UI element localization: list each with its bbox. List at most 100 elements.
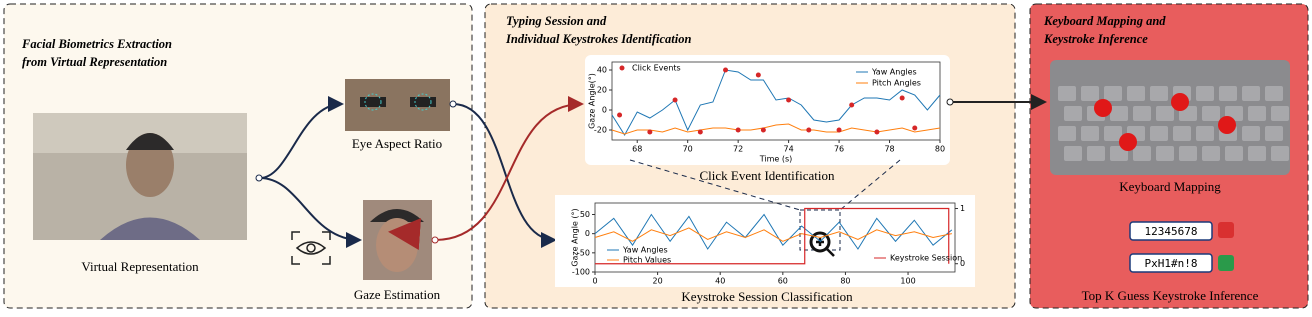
key: [1087, 146, 1105, 161]
key-hit: [1119, 133, 1137, 151]
legend-label: Pitch Angles: [872, 79, 921, 88]
key: [1271, 106, 1289, 121]
caption: Virtual Representation: [81, 259, 199, 274]
key: [1058, 126, 1076, 141]
y-tick-label: 20: [597, 86, 607, 95]
legend-label: Click Events: [632, 64, 681, 73]
node: [255, 174, 263, 182]
series-line: [595, 207, 950, 265]
x-tick-label: 80: [935, 145, 945, 154]
key: [1202, 146, 1220, 161]
key: [1104, 86, 1122, 101]
x-axis-label: Time (s): [759, 155, 793, 164]
arrow: [259, 96, 344, 179]
gaze-crop: [363, 200, 432, 280]
click-event: [874, 129, 880, 135]
click-event: [735, 127, 741, 133]
x-tick-label: 20: [653, 277, 663, 286]
key: [1150, 126, 1168, 141]
x-tick-label: 72: [733, 145, 743, 154]
key: [1202, 106, 1220, 121]
key: [1271, 146, 1289, 161]
legend-label: Yaw Angles: [622, 246, 668, 255]
zoom-line: [629, 159, 901, 211]
click-event: [617, 112, 623, 118]
key: [1248, 146, 1266, 161]
panel-title: Keyboard Mapping and: [1043, 14, 1166, 28]
legend-label: Pitch Values: [623, 256, 671, 265]
node: [431, 236, 439, 244]
series-line: [611, 123, 941, 135]
key: [1133, 106, 1151, 121]
video-frame: [33, 113, 247, 240]
password: [1129, 221, 1234, 241]
password: [1129, 253, 1234, 273]
node: [946, 98, 954, 106]
click-event: [786, 97, 792, 103]
legend-label: Yaw Angles: [871, 68, 917, 77]
keyboard: [1050, 60, 1290, 175]
panel-title: Individual Keystrokes Identification: [505, 32, 691, 46]
panel-title: Facial Biometrics Extraction: [21, 37, 172, 51]
eye-crop: [345, 79, 450, 131]
x-tick-label: 60: [778, 277, 788, 286]
key: [1156, 146, 1174, 161]
key: [1133, 146, 1151, 161]
key: [1225, 146, 1243, 161]
key: [1242, 86, 1260, 101]
key: [1127, 86, 1145, 101]
key: [1196, 86, 1214, 101]
panel-title: from Virtual Representation: [22, 55, 167, 69]
x-tick-label: 68: [632, 145, 642, 154]
click-event: [755, 72, 761, 78]
x-tick-label: 70: [683, 145, 693, 154]
key: [1104, 126, 1122, 141]
key: [1110, 106, 1128, 121]
legend-marker: [619, 65, 625, 71]
caption: Keyboard Mapping: [1119, 179, 1221, 194]
key: [1058, 86, 1076, 101]
y-axis-label: Gaze Angle (°): [571, 208, 580, 266]
key: [1064, 106, 1082, 121]
panel-title: Keystroke Inference: [1043, 32, 1148, 46]
password-text: PxH1#n!8: [1145, 257, 1198, 270]
series-line: [611, 69, 941, 136]
x-tick-label: 40: [715, 277, 725, 286]
key: [1265, 86, 1283, 101]
key: [1242, 126, 1260, 141]
plot-frame: [611, 61, 941, 141]
key: [1265, 126, 1283, 141]
x-tick-label: 76: [834, 145, 844, 154]
caption: Top K Guess Keystroke Inference: [1082, 288, 1259, 303]
y-tick-label: -100: [572, 268, 590, 277]
caption: Gaze Estimation: [354, 287, 441, 302]
click-event: [672, 97, 678, 103]
click-event: [836, 127, 842, 133]
y-axis-label: Gaze Angle(°): [588, 73, 597, 129]
click-event: [806, 127, 812, 133]
key: [1150, 86, 1168, 101]
key: [1064, 146, 1082, 161]
key: [1081, 86, 1099, 101]
arrow: [452, 103, 557, 248]
arrow: [434, 96, 584, 241]
y2-tick-label: 1: [960, 204, 965, 213]
click-event: [849, 102, 855, 108]
key: [1248, 106, 1266, 121]
y-tick-label: 0: [585, 229, 590, 238]
y-tick-label: -50: [577, 248, 590, 257]
arrow: [259, 177, 362, 248]
y2-tick-label: 0: [960, 259, 965, 268]
legend-label: Keystroke Session: [890, 254, 962, 263]
key-hit: [1171, 93, 1189, 111]
click-event: [899, 95, 905, 101]
x-tick-label: 74: [784, 145, 794, 154]
y-tick-label: 50: [580, 210, 590, 219]
click-event: [697, 129, 703, 135]
key: [1173, 126, 1191, 141]
click-event: [647, 129, 653, 135]
caption: Eye Aspect Ratio: [352, 136, 442, 151]
x-tick-label: 0: [592, 277, 597, 286]
key: [1179, 146, 1197, 161]
